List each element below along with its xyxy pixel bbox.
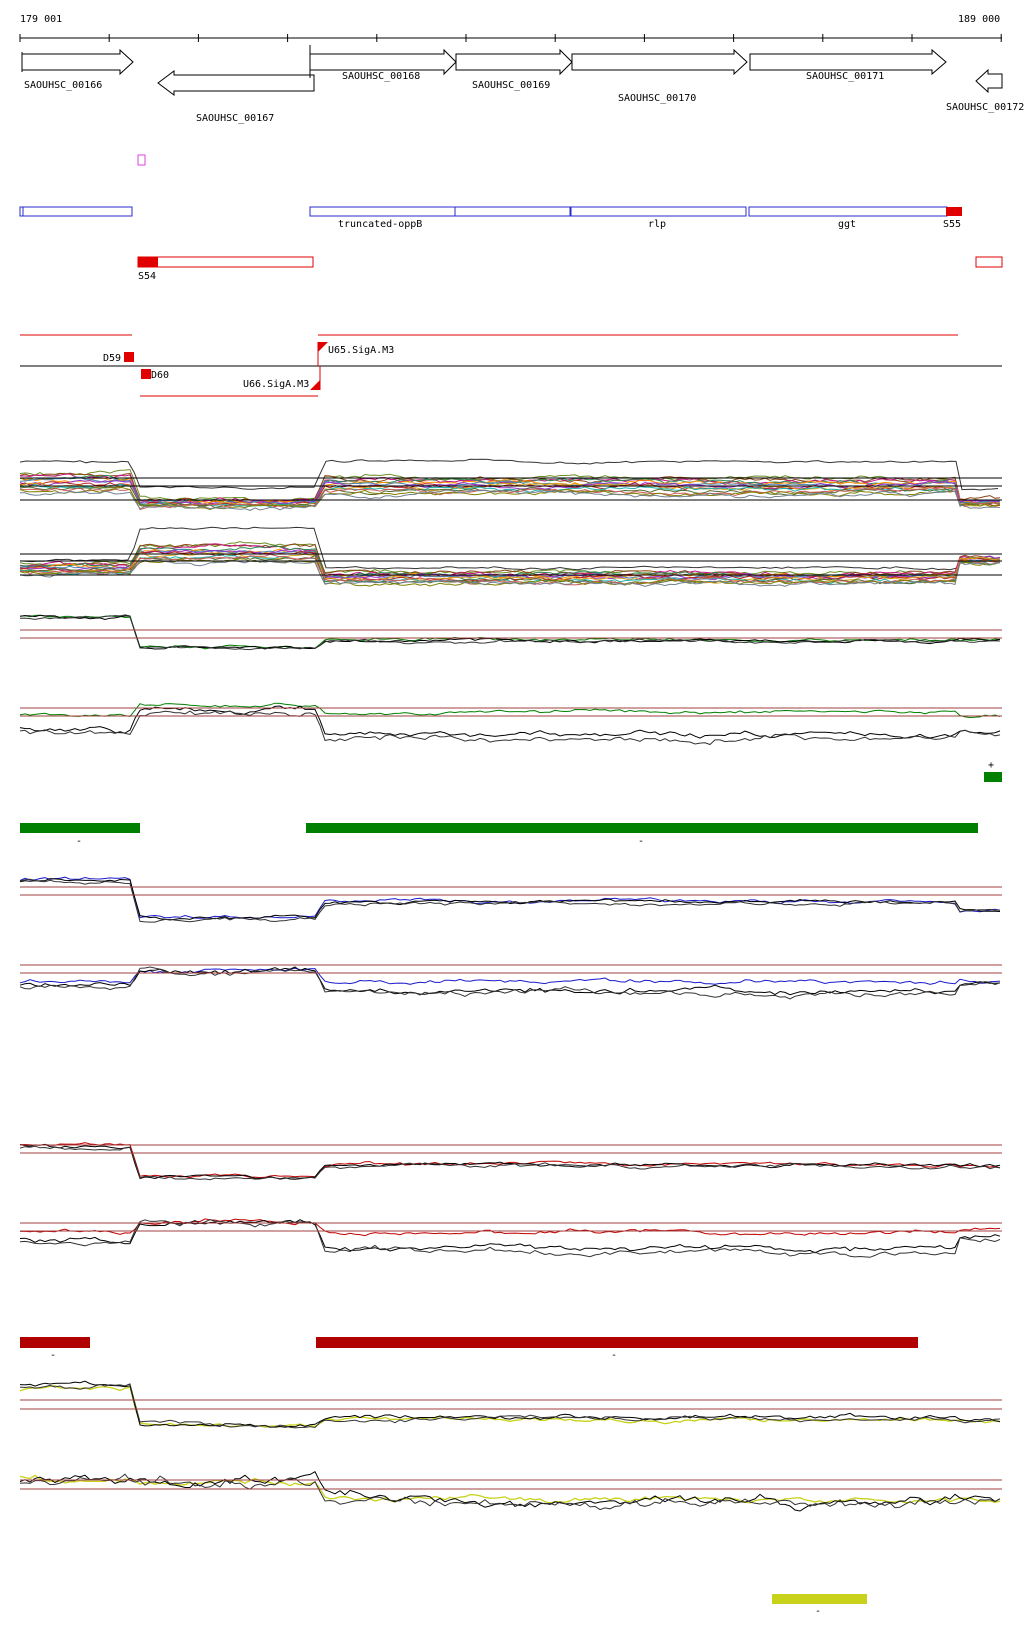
red-profile-line bbox=[19, 1219, 1001, 1258]
yellow-profile-line bbox=[19, 1383, 1001, 1429]
annotation-box[interactable] bbox=[19, 206, 133, 217]
gene-track bbox=[21, 45, 1003, 96]
promoter-U65-marker[interactable] bbox=[318, 342, 328, 352]
green-bar-main-mark: - bbox=[638, 836, 644, 847]
gene-label-SAOUHSC_00172: SAOUHSC_00172 bbox=[946, 102, 1024, 113]
segment-S55-block[interactable] bbox=[946, 207, 962, 216]
green-bar-main[interactable] bbox=[306, 823, 978, 833]
gene-arrow-SAOUHSC_00169[interactable] bbox=[455, 48, 573, 76]
blue-profile-line bbox=[19, 878, 1001, 921]
annotation-box-rlp[interactable] bbox=[570, 206, 747, 217]
profile-line bbox=[19, 553, 1001, 586]
green-bar-plus[interactable] bbox=[984, 772, 1002, 782]
green-profile-line bbox=[19, 614, 1001, 651]
profile-line bbox=[19, 543, 1001, 578]
red-bar-left[interactable] bbox=[20, 1337, 90, 1348]
promoter-U66-marker[interactable] bbox=[310, 380, 320, 390]
profile-line bbox=[19, 489, 1001, 511]
profile-line bbox=[19, 541, 1001, 577]
profile-line bbox=[20, 554, 1001, 585]
red-profile-line bbox=[19, 1145, 1001, 1181]
red-bar-main[interactable] bbox=[316, 1337, 918, 1348]
gene-label-SAOUHSC_00170: SAOUHSC_00170 bbox=[618, 93, 696, 104]
segment-S54-box[interactable] bbox=[137, 256, 314, 268]
promoter-label-U65: U65.SigA.M3 bbox=[328, 345, 394, 356]
blue-profile-line bbox=[19, 967, 1001, 985]
promoter-D60-marker[interactable] bbox=[141, 369, 151, 379]
yellow-bar[interactable] bbox=[772, 1594, 867, 1604]
yellow-bar-mark: - bbox=[815, 1606, 821, 1617]
segment-label-S54: S54 bbox=[138, 271, 156, 282]
segment-right-box[interactable] bbox=[975, 256, 1003, 268]
green-profile-line bbox=[19, 702, 1001, 719]
blue-profile-line bbox=[19, 878, 1001, 923]
profile-line bbox=[19, 526, 999, 571]
annotation-box[interactable] bbox=[454, 206, 571, 217]
gene-arrow-SAOUHSC_00167[interactable] bbox=[157, 70, 315, 96]
red-profile-line bbox=[19, 1142, 1001, 1179]
blue-profile-line bbox=[19, 876, 1001, 919]
annotation-track-blue bbox=[19, 206, 948, 217]
promoter-label-D60: D60 bbox=[151, 370, 169, 381]
profile-line bbox=[19, 458, 999, 491]
yellow-profile-line bbox=[19, 1380, 1001, 1428]
ruler-end-label: 189 000 bbox=[958, 14, 1000, 25]
segment-label-S55: S55 bbox=[943, 219, 961, 230]
annotation-label-ggt: ggt bbox=[838, 219, 856, 230]
gene-arrow-SAOUHSC_00168[interactable] bbox=[309, 48, 457, 76]
gene-arrow-SAOUHSC_00172[interactable] bbox=[975, 68, 1003, 94]
red-bar-main-mark: - bbox=[611, 1350, 617, 1361]
gene-label-SAOUHSC_00168: SAOUHSC_00168 bbox=[342, 71, 420, 82]
promoter-label-D59: D59 bbox=[103, 353, 121, 364]
gene-arrow-SAOUHSC_00166[interactable] bbox=[21, 48, 134, 76]
gene-label-SAOUHSC_00169: SAOUHSC_00169 bbox=[472, 80, 550, 91]
red-profile-line bbox=[19, 1219, 1001, 1254]
ruler-ticks bbox=[19, 34, 1002, 42]
gene-label-SAOUHSC_00171: SAOUHSC_00171 bbox=[806, 71, 884, 82]
profile-line bbox=[19, 559, 1001, 587]
yellow-profile-line bbox=[19, 1473, 1001, 1511]
green-bar-left-mark: - bbox=[76, 836, 82, 847]
green-bar-left[interactable] bbox=[20, 823, 140, 833]
annotation-box-ggt[interactable] bbox=[748, 206, 948, 217]
profile-line bbox=[19, 486, 1001, 511]
red-bar-left-mark: - bbox=[50, 1350, 56, 1361]
ruler-start-label: 179 001 bbox=[20, 14, 62, 25]
threshold-lines bbox=[20, 477, 1002, 1490]
gene-arrow-SAOUHSC_00170[interactable] bbox=[571, 48, 748, 76]
promoter-track bbox=[20, 334, 1002, 397]
green-profile-line bbox=[19, 614, 1001, 650]
annotation-label-oppB: truncated-oppB bbox=[338, 219, 422, 230]
green-profile-line bbox=[19, 710, 1001, 746]
annotation-label-rlp: rlp bbox=[648, 219, 666, 230]
blue-profile-line bbox=[19, 966, 1001, 1000]
magenta-marker bbox=[137, 154, 146, 166]
annotation-box-oppB[interactable] bbox=[309, 206, 456, 217]
promoter-label-U66: U66.SigA.M3 bbox=[243, 379, 309, 390]
green-bar-plus-mark: + bbox=[988, 760, 994, 771]
segment-S54-start bbox=[138, 257, 158, 267]
gene-label-SAOUHSC_00166: SAOUHSC_00166 bbox=[24, 80, 102, 91]
green-profile-line bbox=[19, 614, 1001, 650]
gene-label-SAOUHSC_00167: SAOUHSC_00167 bbox=[196, 113, 274, 124]
yellow-profile-line bbox=[19, 1471, 1001, 1512]
coordinate-ruler: 179 001 189 000 bbox=[19, 14, 1002, 42]
red-profile-line bbox=[19, 1143, 1001, 1180]
promoter-D59-marker[interactable] bbox=[124, 352, 134, 362]
gene-arrow-SAOUHSC_00171[interactable] bbox=[749, 48, 947, 76]
expression-profile-tracks bbox=[19, 458, 1001, 1512]
